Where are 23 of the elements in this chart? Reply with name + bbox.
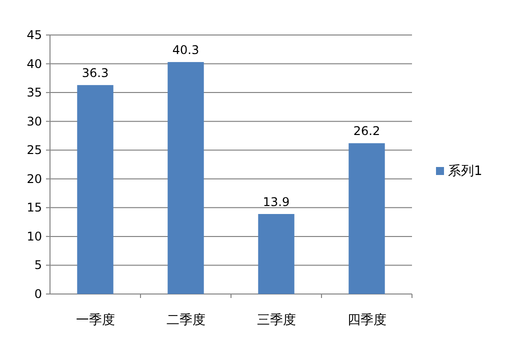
y-tick-label: 5 — [34, 258, 42, 272]
y-tick-label: 0 — [34, 287, 42, 301]
bar — [348, 143, 385, 294]
data-label: 36.3 — [82, 66, 109, 80]
data-label: 13.9 — [262, 195, 290, 209]
y-tick-label: 30 — [26, 114, 42, 128]
legend-label: 系列1 — [448, 164, 482, 179]
y-tick-label: 35 — [26, 86, 42, 100]
data-label: 26.2 — [353, 124, 380, 138]
y-tick-label: 40 — [26, 56, 42, 71]
y-tick-label: 15 — [26, 200, 42, 215]
x-tick-label: 二季度 — [166, 312, 206, 328]
bar — [168, 62, 204, 294]
y-tick-label: 25 — [26, 143, 42, 158]
y-tick-label: 10 — [26, 229, 42, 244]
y-tick-label: 20 — [26, 172, 42, 186]
y-tick-label: 45 — [26, 28, 42, 42]
x-tick-label: 三季度 — [256, 312, 296, 328]
x-tick-label: 一季度 — [76, 312, 115, 328]
x-tick-label: 四季度 — [347, 312, 386, 328]
data-label: 40.3 — [172, 43, 200, 58]
bar — [77, 85, 114, 294]
bar — [258, 214, 294, 294]
